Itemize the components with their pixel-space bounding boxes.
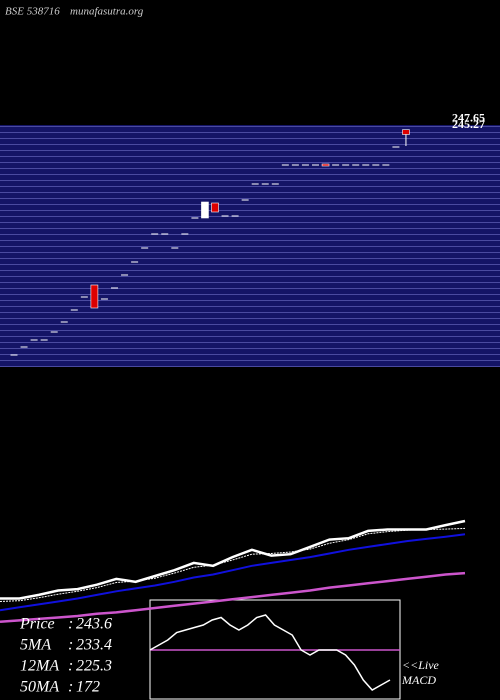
legend-label: Price xyxy=(19,616,55,633)
legend-value: 233.4 xyxy=(76,637,112,654)
ma-line xyxy=(0,527,466,602)
legend-label: 12MA xyxy=(20,658,59,675)
ma-line xyxy=(0,519,466,600)
legend-sep: : xyxy=(68,616,73,633)
legend-label: 5MA xyxy=(20,637,51,654)
legend-label: 50MA xyxy=(20,679,59,696)
legend-value: 225.3 xyxy=(76,658,112,675)
legend-value: 243.6 xyxy=(76,616,112,633)
legend-value: 172 xyxy=(76,679,100,696)
macd-line xyxy=(149,614,391,691)
candle-body xyxy=(402,129,410,135)
price-label: 247.65 xyxy=(452,110,485,124)
legend-sep: : xyxy=(68,679,73,696)
ma-line xyxy=(0,533,466,612)
candle-body xyxy=(321,163,330,167)
site-name: munafasutra.org xyxy=(70,6,144,18)
macd-subtitle: MACD xyxy=(401,673,436,687)
candle-body xyxy=(211,202,219,213)
legend-sep: : xyxy=(68,658,73,675)
price-label: 245.27 xyxy=(452,117,485,131)
exchange-code: BSE 538716 xyxy=(5,6,60,18)
candle-body xyxy=(90,284,99,309)
price-panel xyxy=(0,125,500,367)
legend-sep: : xyxy=(68,637,73,654)
macd-title: <<Live xyxy=(402,658,440,672)
candle-body xyxy=(201,201,209,219)
ma-line xyxy=(0,571,466,624)
